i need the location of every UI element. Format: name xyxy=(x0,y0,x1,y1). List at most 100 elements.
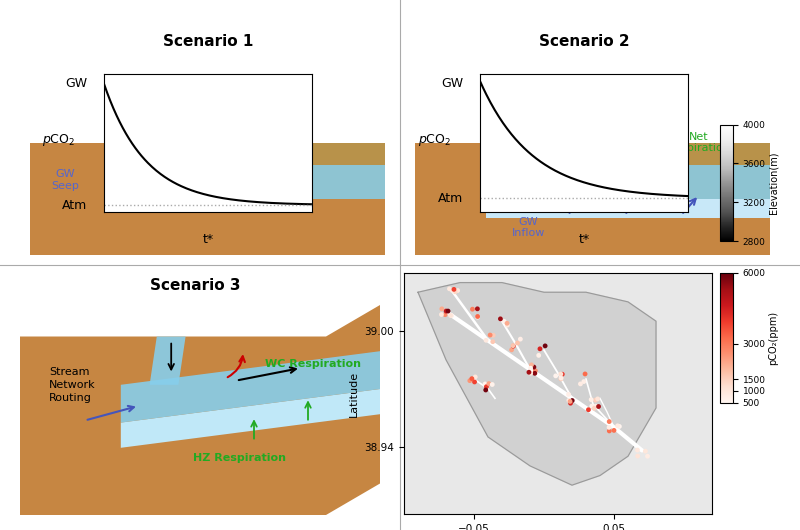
Point xyxy=(440,307,453,315)
Polygon shape xyxy=(418,282,656,485)
Point xyxy=(566,396,578,405)
Point xyxy=(588,404,601,412)
Point xyxy=(631,446,644,454)
Point xyxy=(550,372,562,380)
Point xyxy=(613,422,626,431)
Text: Atm: Atm xyxy=(438,192,463,205)
Point xyxy=(466,374,478,383)
Point xyxy=(478,379,491,388)
Text: Stream
Network
Routing: Stream Network Routing xyxy=(49,367,95,403)
Point xyxy=(529,369,542,377)
Point xyxy=(556,370,569,378)
Polygon shape xyxy=(121,351,380,422)
Text: $p$CO$_2$: $p$CO$_2$ xyxy=(42,132,75,148)
Point xyxy=(444,311,457,320)
Polygon shape xyxy=(121,389,380,448)
Point xyxy=(442,307,454,315)
Point xyxy=(506,346,518,354)
Point xyxy=(487,331,500,340)
Polygon shape xyxy=(486,165,770,199)
Point xyxy=(538,342,551,350)
Polygon shape xyxy=(486,199,770,217)
Point xyxy=(445,311,458,320)
Text: Scenario 3: Scenario 3 xyxy=(150,278,240,293)
Text: Atm
Exchange: Atm Exchange xyxy=(258,131,313,153)
Point xyxy=(574,379,587,388)
Text: GW: GW xyxy=(66,77,87,90)
Point xyxy=(484,331,497,339)
Point xyxy=(443,285,456,293)
Point xyxy=(564,397,577,405)
Text: Scenario 1: Scenario 1 xyxy=(163,34,253,49)
Point xyxy=(479,386,492,394)
Point xyxy=(498,317,510,325)
Polygon shape xyxy=(415,199,770,255)
Text: $p$CO$_2$: $p$CO$_2$ xyxy=(418,132,451,148)
Point xyxy=(578,370,591,378)
Point xyxy=(468,378,481,386)
Point xyxy=(562,396,575,404)
Polygon shape xyxy=(137,143,385,199)
Text: Advection: Advection xyxy=(250,200,306,210)
Point xyxy=(494,315,507,323)
Polygon shape xyxy=(150,337,186,385)
Point xyxy=(527,363,540,372)
Text: t*: t* xyxy=(202,233,214,246)
Point xyxy=(446,286,458,295)
Point xyxy=(486,380,498,388)
Point xyxy=(506,341,519,350)
Point xyxy=(522,368,535,376)
Point xyxy=(554,370,567,378)
Point xyxy=(494,315,507,323)
Point xyxy=(631,452,644,460)
Text: Scenario 2: Scenario 2 xyxy=(538,34,630,49)
Text: t*: t* xyxy=(578,233,590,246)
Polygon shape xyxy=(30,199,385,255)
Point xyxy=(501,319,514,328)
Point xyxy=(482,379,495,388)
Point xyxy=(611,421,624,430)
Polygon shape xyxy=(486,143,770,199)
Point xyxy=(592,402,605,411)
Point xyxy=(524,369,537,377)
Point xyxy=(589,402,602,410)
Text: GW
Seep: GW Seep xyxy=(51,169,79,191)
Point xyxy=(564,399,577,408)
Point xyxy=(438,311,451,319)
Point xyxy=(435,310,448,319)
Point xyxy=(486,338,499,346)
Point xyxy=(501,321,514,330)
Point xyxy=(591,395,604,403)
Point xyxy=(511,339,524,347)
Point xyxy=(447,285,460,294)
Point xyxy=(578,377,590,386)
Point xyxy=(562,390,575,399)
Point xyxy=(554,374,567,382)
Polygon shape xyxy=(415,143,486,199)
Polygon shape xyxy=(30,143,137,199)
Point xyxy=(603,427,616,435)
Point xyxy=(449,287,462,296)
Point xyxy=(451,286,464,295)
Point xyxy=(514,335,526,343)
Point xyxy=(603,417,616,426)
Text: GW
Inflow: GW Inflow xyxy=(512,217,546,238)
Point xyxy=(641,452,654,461)
Point xyxy=(529,367,542,375)
Point xyxy=(602,423,615,431)
Y-axis label: Elevation(m): Elevation(m) xyxy=(768,152,778,214)
Point xyxy=(463,376,476,385)
Y-axis label: Latitude: Latitude xyxy=(349,370,359,417)
Point xyxy=(589,396,602,404)
Text: WC Respiration: WC Respiration xyxy=(265,359,361,369)
Point xyxy=(525,360,538,369)
Text: Net
Respiration: Net Respiration xyxy=(667,131,730,153)
Point xyxy=(524,364,537,373)
Text: GW: GW xyxy=(442,77,463,90)
Polygon shape xyxy=(20,305,380,515)
Y-axis label: pCO₂(ppm): pCO₂(ppm) xyxy=(768,311,778,365)
Point xyxy=(471,305,484,313)
Point xyxy=(534,344,546,353)
Point xyxy=(532,351,545,360)
Point xyxy=(507,342,520,350)
